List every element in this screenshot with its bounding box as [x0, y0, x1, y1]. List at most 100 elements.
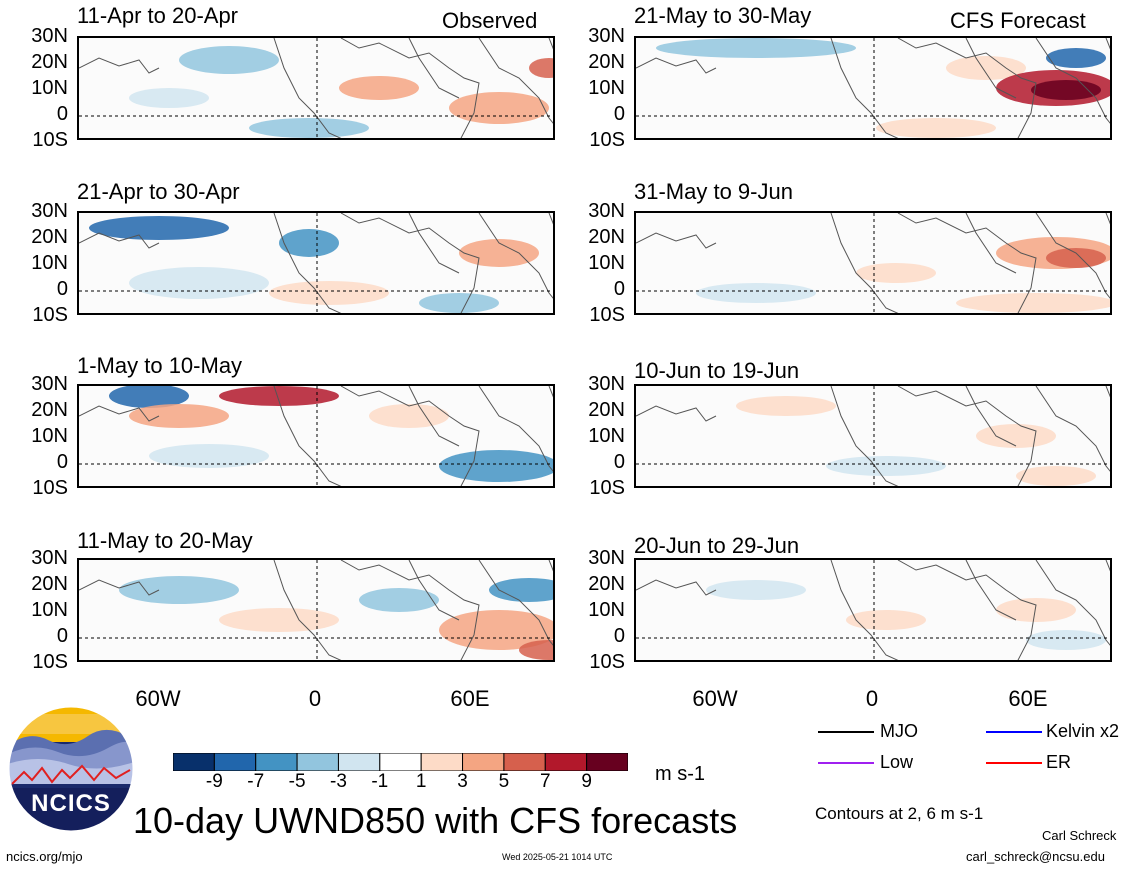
colorbar [172, 752, 629, 772]
map-graphic-3 [79, 386, 553, 486]
colorbar-tick: -5 [288, 771, 306, 792]
lat-label: 20N [31, 399, 68, 421]
colorbar-swatch [420, 752, 464, 772]
lat-label: 10S [32, 129, 68, 151]
map-panel-5 [634, 36, 1112, 140]
legend-label-mjo: MJO [880, 721, 918, 741]
legend-line-low [818, 762, 874, 764]
lon-label-0-left: 0 [308, 686, 322, 711]
lat-label: 10S [32, 651, 68, 673]
lat-label: 10N [588, 252, 625, 274]
colorbar-swatch [586, 752, 629, 772]
colorbar-tick: -3 [330, 771, 347, 792]
colorbar-tick: 5 [498, 771, 510, 792]
colorbar-swatch [462, 752, 505, 772]
lon-label-60w-left: 60W [135, 686, 181, 711]
lat-label: 0 [613, 278, 625, 300]
lat-label: 30N [31, 25, 68, 47]
cfs-forecast-title: CFS Forecast [950, 8, 1086, 33]
lat-label: 20N [31, 51, 68, 73]
lat-label: 20N [588, 573, 625, 595]
legend-line-er [986, 762, 1042, 764]
panel-title-2: 21-Apr to 30-Apr [77, 179, 240, 204]
lat-label: 30N [31, 200, 68, 222]
lat-label: 20N [588, 51, 625, 73]
map-graphic-7 [636, 386, 1110, 486]
colorbar-swatch [337, 752, 381, 772]
lat-label: 0 [56, 278, 68, 300]
lat-label: 0 [56, 451, 68, 473]
footer-timestamp: Wed 2025-05-21 1014 UTC [502, 852, 613, 862]
panel-title-8: 20-Jun to 29-Jun [634, 533, 800, 558]
lat-label: 0 [613, 625, 625, 647]
colorbar-swatches [172, 752, 629, 772]
lat-label: 0 [56, 103, 68, 125]
map-graphic-2 [79, 213, 553, 313]
lat-label: 10S [589, 304, 625, 326]
lat-label: 30N [588, 547, 625, 569]
map-graphic-1 [79, 38, 553, 138]
lat-label: 10N [588, 599, 625, 621]
ncics-logo-text: NCICS [31, 790, 111, 817]
colorbar-swatch [213, 752, 257, 772]
lat-label: 10S [589, 477, 625, 499]
colorbar-units: m s-1 [655, 763, 705, 785]
lat-label: 10S [32, 304, 68, 326]
panel-title-7: 10-Jun to 19-Jun [634, 358, 800, 383]
ncics-logo: NCICS [8, 706, 134, 832]
lat-label: 30N [31, 547, 68, 569]
colorbar-tick: -7 [247, 771, 265, 792]
map-panel-4 [77, 558, 555, 662]
lat-label: 10N [31, 252, 68, 274]
legend-line-kelvin [986, 731, 1042, 733]
lat-label: 10S [589, 129, 625, 151]
legend-line-mjo [818, 731, 874, 733]
panel-title-3: 1-May to 10-May [77, 353, 243, 378]
panel-title-4: 11-May to 20-May [77, 528, 253, 553]
lat-label: 20N [31, 226, 68, 248]
legend-label-low: Low [880, 752, 914, 772]
ncics-logo-graphic [8, 706, 134, 832]
colorbar-swatch [503, 752, 546, 772]
lon-label-0-right: 0 [865, 686, 879, 711]
lat-label: 10N [588, 77, 625, 99]
contours-note: Contours at 2, 6 m s-1 [815, 804, 984, 823]
lat-label: 30N [588, 25, 625, 47]
lat-label: 10S [589, 651, 625, 673]
panel-title-5: 21-May to 30-May [634, 3, 812, 28]
lat-label: 10S [32, 477, 68, 499]
lat-label: 30N [588, 373, 625, 395]
lat-label: 0 [613, 451, 625, 473]
panel-title-1: 11-Apr to 20-Apr [77, 3, 239, 28]
legend-label-kelvin: Kelvin x2 [1046, 721, 1120, 741]
map-panel-3 [77, 384, 555, 488]
colorbar-tick: 7 [539, 771, 551, 792]
lon-label-60e-right: 60E [1008, 686, 1048, 711]
footer-url: ncics.org/mjo [6, 849, 83, 864]
lat-label: 10N [31, 599, 68, 621]
colorbar-swatch [544, 752, 588, 772]
lat-label: 20N [588, 399, 625, 421]
lon-label-60e-left: 60E [450, 686, 490, 711]
lat-label: 10N [31, 425, 68, 447]
map-panel-6 [634, 211, 1112, 315]
lat-label: 10N [31, 77, 68, 99]
lon-label-60w-right: 60W [692, 686, 738, 711]
panel-title-6: 31-May to 9-Jun [634, 179, 793, 204]
colorbar-swatch [255, 752, 298, 772]
map-panel-8 [634, 558, 1112, 662]
map-panel-2 [77, 211, 555, 315]
lat-label: 0 [613, 103, 625, 125]
lat-label: 10N [588, 425, 625, 447]
colorbar-tick: 9 [581, 771, 592, 792]
footer-email: carl_schreck@ncsu.edu [966, 849, 1105, 864]
footer-author: Carl Schreck [1042, 828, 1117, 843]
lat-label: 30N [31, 373, 68, 395]
colorbar-swatch [172, 752, 215, 772]
map-graphic-6 [636, 213, 1110, 313]
colorbar-swatch [379, 752, 422, 772]
colorbar-swatch [296, 752, 339, 772]
main-title: 10-day UWND850 with CFS forecasts [133, 800, 738, 841]
lat-label: 30N [588, 200, 625, 222]
legend-label-er: ER [1046, 752, 1072, 772]
